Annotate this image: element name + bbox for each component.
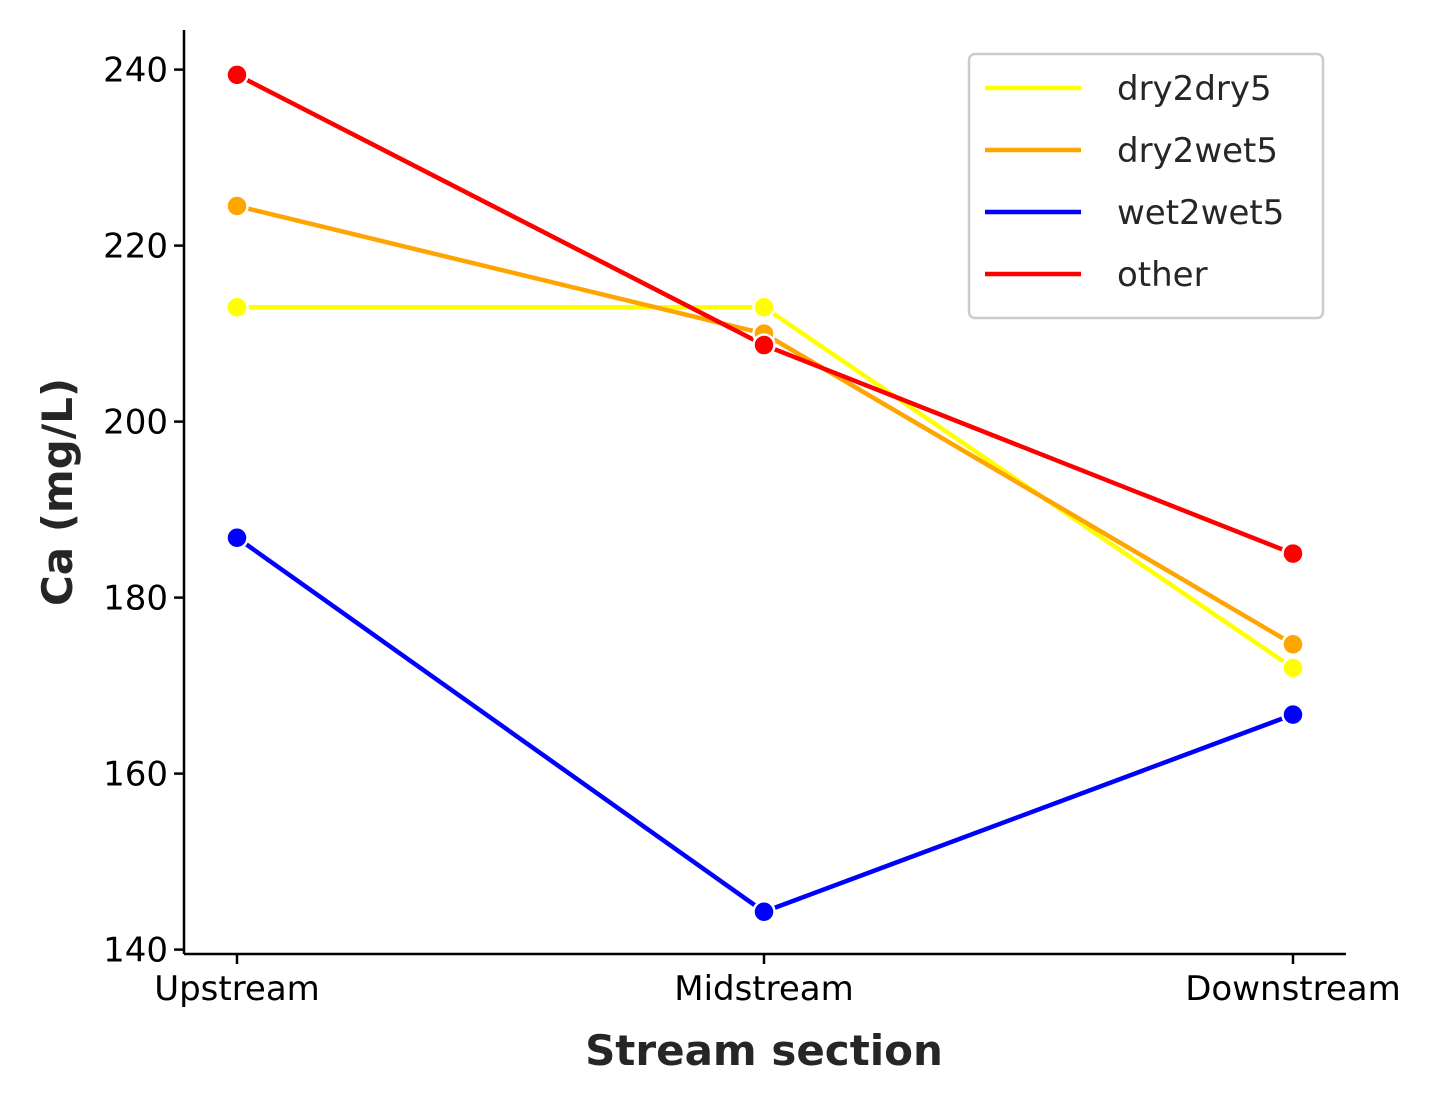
- data-point-other: [1281, 541, 1305, 566]
- y-tick-label: 200: [103, 403, 168, 443]
- data-point-dry2dry5: [1281, 656, 1305, 680]
- data-point-dry2dry5: [752, 295, 776, 319]
- data-point-dry2dry5: [225, 295, 249, 319]
- y-tick-label: 220: [103, 227, 168, 267]
- x-axis-ticks: Upstream Midstream Downstream: [154, 954, 1401, 1009]
- legend-label-dry2dry5: dry2dry5: [1117, 69, 1272, 109]
- data-point-dry2wet5: [1281, 632, 1305, 656]
- data-point-wet2wet5: [752, 900, 776, 924]
- y-axis-ticks: 140 160 180 200 220 240: [103, 51, 184, 971]
- x-axis-title: Stream section: [585, 1026, 943, 1075]
- y-tick-label: 180: [103, 579, 168, 619]
- series-line-wet2wet5: [235, 535, 1294, 915]
- data-point-other: [225, 63, 249, 87]
- data-point-wet2wet5: [225, 526, 249, 550]
- x-tick-label: Downstream: [1185, 969, 1401, 1009]
- data-point-dry2wet5: [225, 194, 249, 218]
- y-tick-label: 160: [103, 755, 168, 795]
- y-axis-title: Ca (mg/L): [33, 378, 82, 606]
- x-tick-label: Midstream: [674, 969, 854, 1009]
- x-tick-label: Upstream: [154, 969, 320, 1009]
- legend-label-other: other: [1117, 255, 1208, 295]
- y-tick-label: 140: [103, 931, 168, 971]
- data-point-other: [752, 333, 776, 357]
- data-point-wet2wet5: [1281, 702, 1305, 727]
- series-line-dry2dry5: [237, 304, 1295, 670]
- plot-markers: [225, 63, 1305, 924]
- legend-label-dry2wet5: dry2wet5: [1117, 131, 1278, 171]
- legend: dry2dry5 dry2wet5 wet2wet5 other: [967, 52, 1325, 320]
- legend-frame: [967, 52, 1325, 320]
- legend-label-wet2wet5: wet2wet5: [1117, 193, 1284, 233]
- y-tick-label: 240: [103, 51, 168, 91]
